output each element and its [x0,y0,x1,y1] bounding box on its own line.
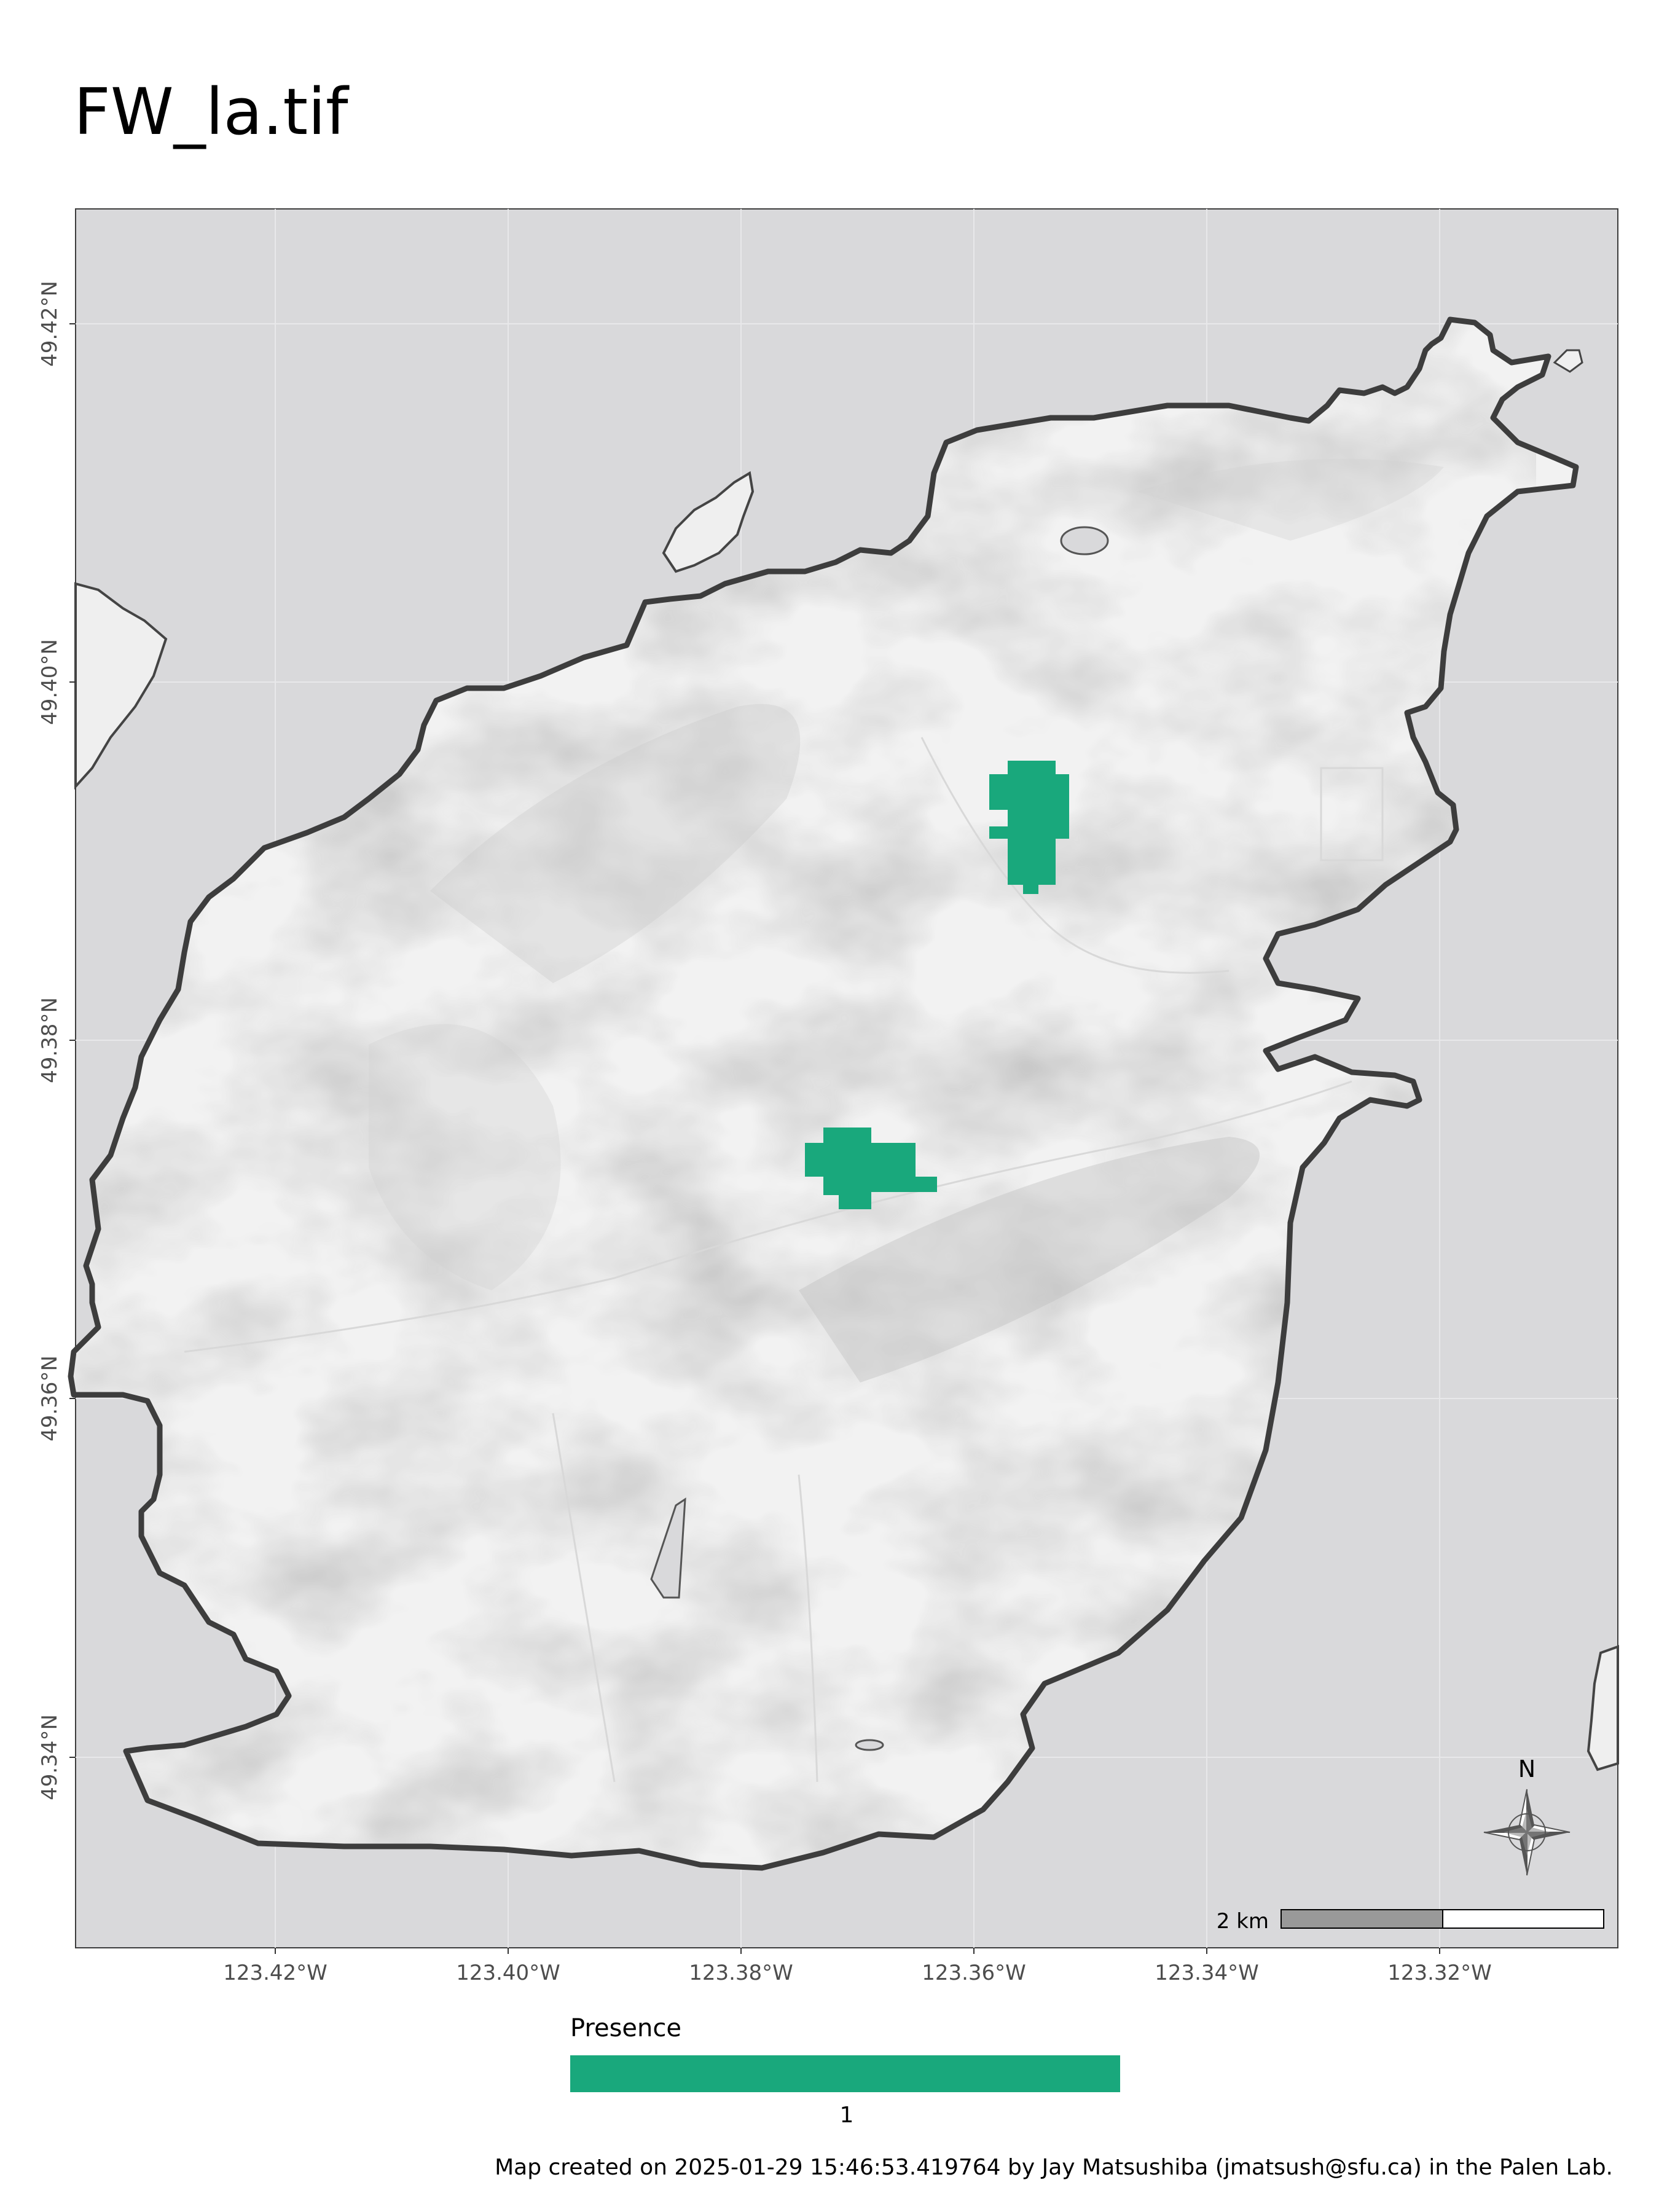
lon-label: 123.34°W [1155,1961,1259,1985]
lon-label: 123.42°W [223,1961,327,1985]
lon-label: 123.36°W [922,1961,1026,1985]
lon-label: 123.32°W [1387,1961,1492,1985]
east-shore-land [1586,1645,1619,1771]
map-title: FW_la.tif [74,74,348,149]
lat-label: 49.36°N [37,1355,62,1441]
lat-label: 49.40°N [37,639,62,725]
compass-rose-icon [1483,1789,1571,1876]
scale-bar-label: 2 km [1217,1909,1269,1934]
west-shore-land [74,582,168,790]
legend-tick-label: 1 [839,2103,854,2128]
lon-label: 123.40°W [456,1961,560,1985]
presence-areas [805,761,1069,1209]
scale-bar: 2 km [1217,1909,1604,1934]
legend-title: Presence [570,2014,681,2042]
latitude-axis: 49.42°N 49.40°N 49.38°N 49.36°N 49.34°N [37,281,62,1800]
longitude-axis: 123.42°W 123.40°W 123.38°W 123.36°W 123.… [223,1961,1492,1985]
lake [1060,526,1109,555]
north-arrow-letter: N [1518,1755,1535,1783]
lat-label: 49.38°N [37,997,62,1083]
lat-label: 49.42°N [37,281,62,367]
northeast-islet [1553,349,1583,373]
lake [650,1497,686,1599]
lat-label: 49.34°N [37,1714,62,1800]
legend-color-bar [570,2055,1120,2092]
lon-label: 123.38°W [689,1961,793,1985]
north-arrow: N [1483,1755,1571,1876]
presence-patch-south [805,1128,937,1209]
map-caption: Map created on 2025-01-29 15:46:53.41976… [495,2155,1613,2180]
small-island-north [662,471,755,573]
lake [855,1739,884,1751]
axis-ticks [69,323,1440,1954]
presence-patch-north [989,761,1069,894]
